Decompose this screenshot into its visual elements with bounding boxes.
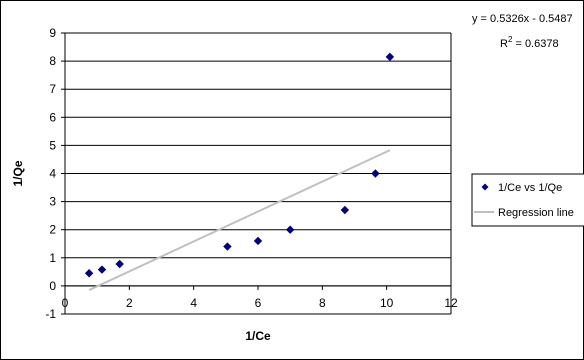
legend: 1/Ce vs 1/Qe Regression line bbox=[471, 173, 584, 227]
r-squared-value: = 0.6378 bbox=[512, 38, 558, 50]
data-point bbox=[223, 242, 232, 251]
r-squared-r: R bbox=[500, 38, 508, 50]
y-tick-labels: -1 0 1 2 3 4 5 6 7 8 9 bbox=[45, 26, 56, 321]
y-tick-label: 9 bbox=[49, 26, 56, 40]
x-tick-label: 2 bbox=[126, 296, 133, 310]
data-point bbox=[371, 169, 380, 178]
y-tick-label: 0 bbox=[49, 279, 56, 293]
y-axis-title: 1/Qe bbox=[11, 160, 25, 186]
y-tick-label: 6 bbox=[49, 110, 56, 124]
y-tick-label: 3 bbox=[49, 195, 56, 209]
x-tick-label: 8 bbox=[319, 296, 326, 310]
y-tick-label: 4 bbox=[49, 167, 56, 181]
r-squared-superscript: 2 bbox=[508, 35, 513, 44]
x-tick-label: 12 bbox=[444, 296, 458, 310]
data-point bbox=[97, 265, 107, 274]
y-tick-label: 2 bbox=[49, 223, 56, 237]
regression-equation: y = 0.5326x - 0.5487 bbox=[472, 13, 573, 25]
legend-label-regression: Regression line bbox=[498, 207, 574, 219]
y-tick-label: -1 bbox=[45, 307, 56, 321]
x-tick-label: 10 bbox=[380, 296, 394, 310]
data-point bbox=[253, 236, 263, 246]
y-tick-label: 5 bbox=[49, 138, 56, 152]
y-tick-label: 7 bbox=[49, 82, 56, 96]
legend-box bbox=[471, 173, 584, 227]
gridlines bbox=[65, 32, 451, 315]
axes bbox=[61, 32, 452, 315]
scatter-points bbox=[84, 52, 395, 278]
data-point bbox=[340, 205, 350, 215]
legend-diamond-icon bbox=[481, 183, 489, 191]
regression-line-group bbox=[88, 149, 391, 292]
data-point bbox=[285, 225, 295, 234]
x-axis-title: 1/Ce bbox=[245, 329, 271, 343]
r-squared-label: R2 = 0.6378 bbox=[500, 35, 559, 50]
y-tick-label: 1 bbox=[49, 251, 56, 265]
legend-label-scatter: 1/Ce vs 1/Qe bbox=[498, 182, 562, 194]
data-point bbox=[385, 52, 395, 62]
x-tick-label: 0 bbox=[62, 296, 69, 310]
y-tick-label: 8 bbox=[49, 54, 56, 68]
x-tick-label: 4 bbox=[190, 296, 197, 310]
x-tick-label: 6 bbox=[255, 296, 262, 310]
data-point bbox=[84, 269, 94, 278]
regression-line bbox=[88, 149, 391, 292]
data-point bbox=[115, 259, 124, 269]
x-tick-labels: 0 2 4 6 8 10 12 bbox=[62, 296, 458, 310]
